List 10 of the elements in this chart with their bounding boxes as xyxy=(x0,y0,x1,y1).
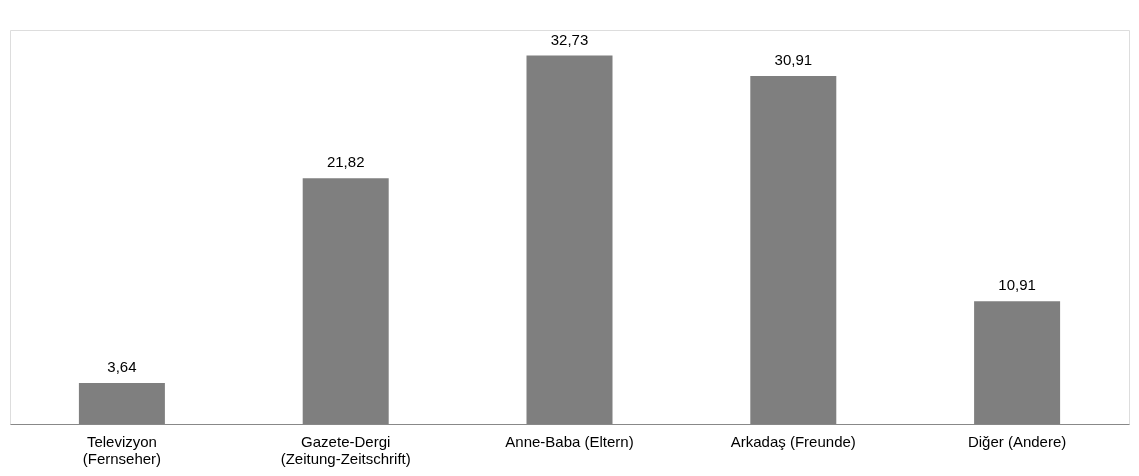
data-label: 32,73 xyxy=(550,30,589,48)
data-label: 10,91 xyxy=(998,276,1036,294)
x-tick-label: Anne-Baba (Eltern) xyxy=(505,432,634,450)
x-tick-label: Gazete-Dergi (Zeitung-Zeitschrift) xyxy=(280,432,411,467)
data-label: 3,64 xyxy=(107,358,137,376)
x-tick-label: Arkadaş (Freunde) xyxy=(730,432,856,450)
x-tick-label: Televizyon (Fernseher) xyxy=(82,432,162,467)
data-label: 30,91 xyxy=(774,51,813,69)
data-label: 21,82 xyxy=(326,153,365,171)
x-tick-label: Diğer (Andere) xyxy=(967,432,1067,450)
